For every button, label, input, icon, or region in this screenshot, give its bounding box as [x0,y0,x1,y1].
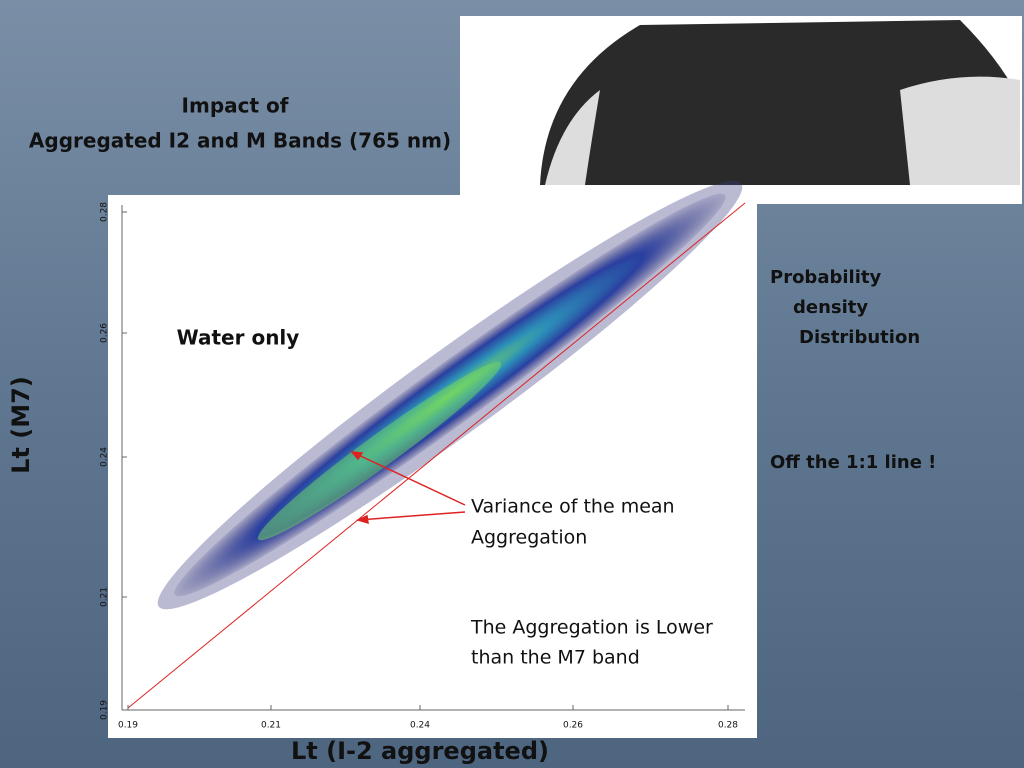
annotation: than the M7 band [471,647,640,669]
y-tick-label: 0.21 [100,587,110,607]
one-to-one-line [127,202,746,709]
x-tick-label: 0.19 [118,721,138,731]
y-axis-label: Lt (M7) [7,376,35,474]
image-light [545,76,1020,185]
x-tick-label: 0.21 [261,721,281,731]
title: Impact of [182,94,289,118]
image-dark [540,20,1020,185]
x-axis-label: Lt (I-2 aggregated) [291,737,549,765]
y-tick-label: 0.26 [100,323,110,343]
arrows [350,451,466,525]
plot-panel [108,195,757,738]
side-note: Probability [770,267,881,288]
annotation: Variance of the mean [471,496,675,518]
y-tick-label: 0.19 [100,700,110,720]
side-note: Distribution [799,327,920,348]
side-note: Off the 1:1 line ! [770,452,936,473]
title: Aggregated I2 and M Bands (765 nm) [29,129,451,153]
y-tick-label: 0.24 [100,447,110,467]
x-tick-label: 0.28 [718,721,738,731]
x-tick-label: 0.24 [410,721,430,731]
side-note: density [793,297,868,318]
annotation: Aggregation [471,527,587,549]
density-cloud [157,180,743,610]
x-tick-label: 0.26 [563,721,583,731]
y-tick-label: 0.28 [100,202,110,222]
annotation: The Aggregation is Lower [470,617,713,639]
inset-label: Water only [177,326,300,350]
